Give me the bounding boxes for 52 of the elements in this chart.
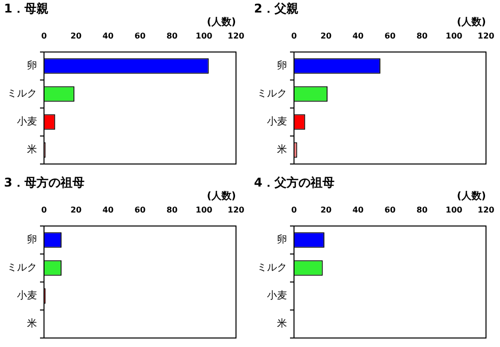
x-tick-label: 100 [196, 204, 213, 214]
x-axis-title: (人数) [456, 16, 486, 28]
x-tick-label: 0 [41, 31, 48, 40]
chart-title: 1．母親 [4, 1, 48, 16]
y-tick-label: 卵 [277, 60, 287, 72]
x-tick-label: 20 [320, 204, 332, 214]
x-tick-label: 120 [478, 204, 495, 214]
y-tick-label: 卵 [27, 60, 37, 72]
x-tick-label: 40 [102, 204, 114, 214]
x-tick-label: 20 [70, 31, 82, 40]
chart-title: 3．母方の祖母 [4, 174, 84, 189]
y-tick-label: ミルク [7, 88, 37, 100]
y-tick-label: 米 [277, 144, 287, 156]
y-tick-label: ミルク [257, 88, 287, 100]
y-tick-label: 米 [277, 317, 287, 330]
x-tick-label: 80 [416, 31, 428, 40]
chart-title: 2．父親 [254, 1, 298, 16]
x-tick-label: 120 [478, 31, 495, 40]
x-tick-label: 0 [291, 31, 298, 40]
x-tick-label: 100 [446, 204, 463, 214]
x-tick-label: 20 [70, 204, 82, 214]
y-tick-label: 小麦 [267, 116, 287, 128]
x-tick-label: 0 [41, 204, 48, 214]
y-tick-label: 小麦 [17, 289, 37, 302]
x-axis-title: (人数) [456, 189, 486, 202]
x-tick-label: 100 [446, 31, 463, 40]
x-tick-label: 0 [291, 204, 298, 214]
x-tick-label: 80 [416, 204, 428, 214]
x-tick-label: 120 [228, 204, 245, 214]
y-tick-label: 小麦 [17, 116, 37, 128]
y-tick-label: 卵 [27, 233, 37, 246]
y-tick-label: ミルク [7, 262, 37, 274]
x-axis-title: (人数) [206, 189, 236, 202]
y-tick-label: 米 [27, 144, 37, 156]
x-tick-label: 20 [320, 31, 332, 40]
x-tick-label: 100 [196, 31, 213, 40]
x-tick-label: 40 [102, 31, 114, 40]
chart-title: 4．父方の祖母 [254, 174, 334, 189]
y-tick-label: ミルク [257, 262, 287, 274]
x-tick-label: 40 [352, 31, 364, 40]
x-tick-label: 60 [134, 31, 146, 40]
x-tick-label: 80 [166, 31, 178, 40]
x-tick-label: 120 [228, 31, 245, 40]
x-tick-label: 60 [384, 31, 396, 40]
y-tick-label: 卵 [277, 233, 287, 246]
x-tick-label: 40 [352, 204, 364, 214]
x-tick-label: 80 [166, 204, 178, 214]
y-tick-label: 米 [27, 317, 37, 330]
y-tick-label: 小麦 [267, 289, 287, 302]
x-axis-title: (人数) [206, 16, 236, 28]
x-tick-label: 60 [134, 204, 146, 214]
x-tick-label: 60 [384, 204, 396, 214]
